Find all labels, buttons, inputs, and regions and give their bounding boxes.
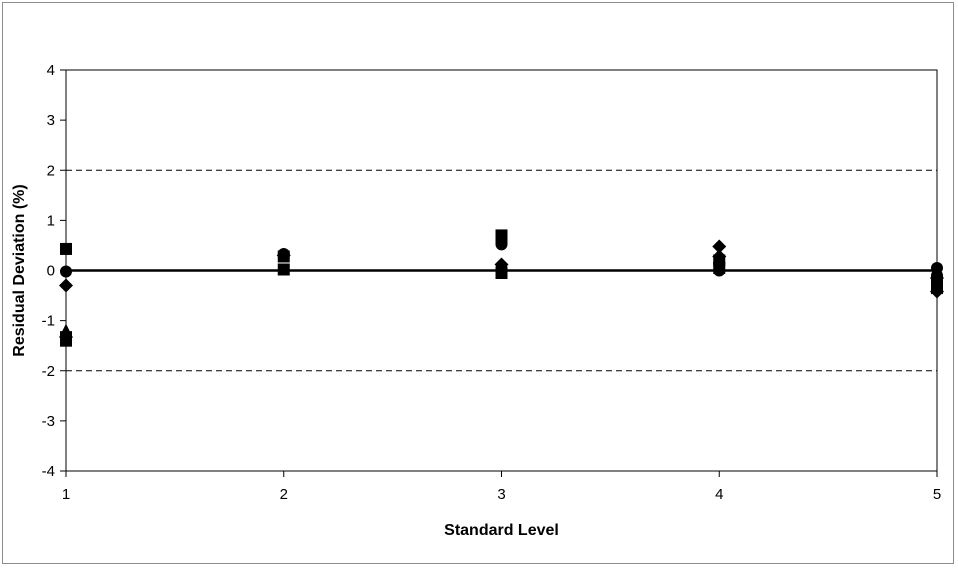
triangle-marker (59, 323, 73, 338)
y-tick-label: 1 (47, 212, 55, 229)
y-tick-label: 0 (47, 263, 55, 280)
x-axis-ticks: 1 2 3 4 5 (62, 471, 941, 503)
square-marker (60, 334, 72, 347)
x-axis-title: Standard Level (444, 522, 559, 539)
x-tick-label: 2 (280, 486, 288, 503)
diamond-marker (712, 239, 727, 254)
circle-marker (495, 238, 508, 251)
y-tick-label: 4 (47, 62, 55, 79)
square-marker (277, 263, 290, 276)
y-tick-label: 3 (47, 112, 55, 129)
y-tick-label: -2 (42, 363, 55, 380)
circle-marker (713, 264, 726, 277)
x-tick-label: 3 (497, 486, 505, 503)
x-tick-label: 1 (62, 486, 70, 503)
square-marker (60, 242, 72, 255)
diamond-marker (276, 248, 291, 263)
y-tick-label: -3 (42, 413, 55, 430)
y-tick-label: -1 (42, 313, 55, 330)
diamond-marker (494, 257, 509, 272)
diamond-marker (712, 249, 727, 264)
y-tick-label: 2 (47, 162, 55, 179)
diamond-marker (930, 284, 944, 299)
x-tick-label: 4 (715, 486, 723, 503)
y-tick-label: -4 (42, 463, 55, 480)
diamond-marker (930, 271, 944, 286)
circle-marker (60, 265, 72, 278)
data-markers (59, 229, 944, 347)
diamond-marker (59, 278, 73, 293)
y-axis-title: Residual Deviation (%) (11, 184, 28, 356)
x-tick-label: 5 (933, 486, 941, 503)
